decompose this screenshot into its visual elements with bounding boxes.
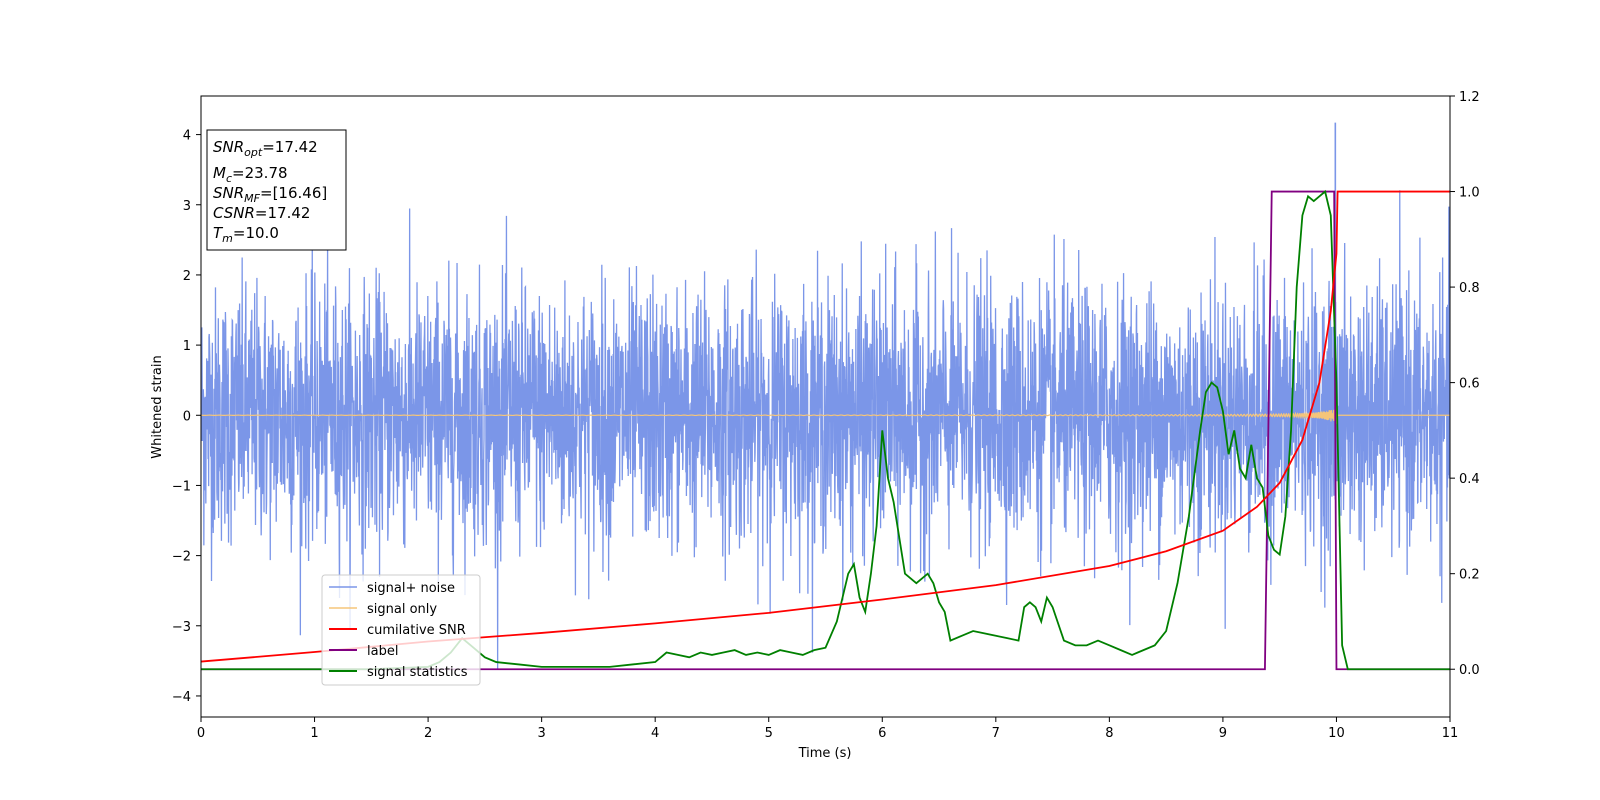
y-tick-label: 4 [183, 129, 191, 144]
series-signal-noise [201, 190, 1450, 670]
y-axis-label: Whitened strain [150, 355, 165, 458]
info-mc: Mc=23.78 [213, 164, 288, 185]
series-signal-statistics [201, 189, 1450, 671]
y-tick-label: 3 [183, 199, 191, 214]
series-signal-only [201, 406, 1450, 424]
y2-tick-label: 0.0 [1459, 663, 1480, 678]
legend-label: label [367, 644, 398, 659]
y2-tick-label: 1.0 [1459, 186, 1480, 201]
y-tick-label: −3 [172, 620, 191, 635]
info-tm: Tm=10.0 [213, 224, 279, 245]
y-axis-ticks: 4 3 2 1 0 −1 −2 −3 −4 [172, 129, 201, 705]
y-tick-label: −1 [172, 479, 191, 494]
x-tick-label: 1 [310, 726, 318, 741]
legend-label: signal+ noise [367, 581, 455, 596]
y2-tick-label: 1.2 [1459, 90, 1480, 105]
y2-tick-label: 0.6 [1459, 377, 1480, 392]
x-axis-ticks: 0 1 2 3 4 5 6 7 8 9 10 11 [197, 717, 1458, 741]
y2-tick-label: 0.4 [1459, 472, 1480, 487]
y2-axis-ticks: 1.2 1.0 0.8 0.6 0.4 0.2 0.0 [1450, 90, 1480, 678]
x-tick-label: 7 [992, 726, 1000, 741]
y-tick-label: 2 [183, 269, 191, 284]
series-cumulative-snr [201, 190, 1450, 663]
x-tick-label: 2 [424, 726, 432, 741]
plot-area [201, 122, 1450, 671]
x-tick-label: 10 [1328, 726, 1345, 741]
y-tick-label: −2 [172, 550, 191, 565]
x-tick-label: 8 [1105, 726, 1113, 741]
x-tick-label: 5 [765, 726, 773, 741]
y-tick-label: −4 [172, 690, 191, 705]
x-tick-label: 9 [1219, 726, 1227, 741]
y2-tick-label: 0.8 [1459, 281, 1480, 296]
x-tick-label: 4 [651, 726, 659, 741]
x-tick-label: 6 [878, 726, 886, 741]
info-csnr: CSNR=17.42 [213, 204, 310, 222]
legend: signal+ noise signal only cumilative SNR la… [321, 574, 481, 686]
legend-label: signal only [367, 602, 437, 617]
x-tick-label: 11 [1442, 726, 1459, 741]
y-tick-label: 0 [183, 409, 191, 424]
y-tick-label: 1 [183, 339, 191, 354]
info-snr-opt: SNRopt=17.42 [213, 138, 318, 159]
x-tick-label: 0 [197, 726, 205, 741]
legend-label: cumilative SNR [367, 623, 466, 638]
x-tick-label: 3 [537, 726, 545, 741]
x-axis-label: Time (s) [798, 746, 852, 761]
y2-tick-label: 0.2 [1459, 568, 1480, 583]
legend-label: signal statistics [367, 665, 468, 680]
axes-frame [200, 95, 1451, 718]
info-snr-mf: SNRMF=[16.46] [213, 184, 327, 205]
info-box: SNRopt=17.42 Mc=23.78 SNRMF=[16.46] CSNR… [206, 129, 347, 251]
